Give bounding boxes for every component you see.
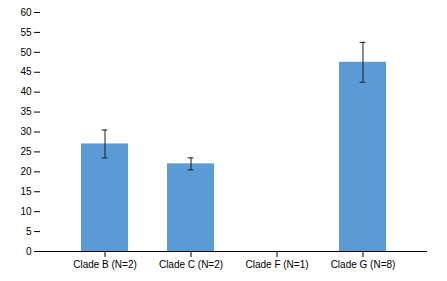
svg-text:25: 25 <box>20 146 32 157</box>
svg-text:Clade F (N=1): Clade F (N=1) <box>245 259 308 270</box>
svg-text:30: 30 <box>20 126 32 137</box>
svg-text:5: 5 <box>26 226 32 237</box>
svg-text:Clade G (N=8): Clade G (N=8) <box>331 259 396 270</box>
svg-text:55: 55 <box>20 27 32 38</box>
svg-text:20: 20 <box>20 166 32 177</box>
svg-text:45: 45 <box>20 66 32 77</box>
svg-text:60: 60 <box>20 7 32 18</box>
svg-text:35: 35 <box>20 106 32 117</box>
svg-text:Clade B (N=2): Clade B (N=2) <box>73 259 137 270</box>
svg-text:50: 50 <box>20 47 32 58</box>
svg-text:0: 0 <box>26 246 32 257</box>
svg-text:Clade C (N=2): Clade C (N=2) <box>159 259 223 270</box>
svg-text:15: 15 <box>20 186 32 197</box>
svg-text:10: 10 <box>20 206 32 217</box>
svg-text:40: 40 <box>20 86 32 97</box>
